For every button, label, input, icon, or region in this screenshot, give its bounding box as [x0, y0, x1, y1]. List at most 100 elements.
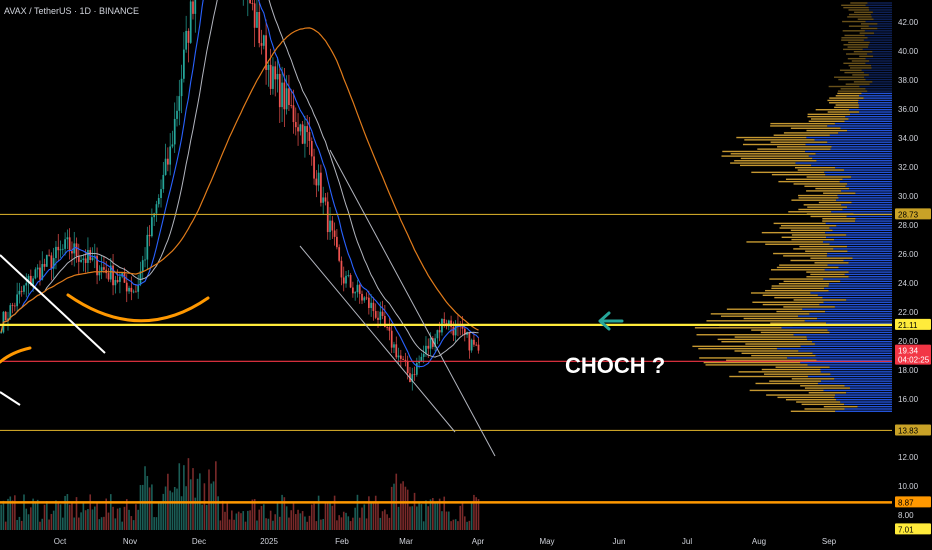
profile-up-volume — [765, 243, 830, 245]
candle-body — [393, 344, 395, 348]
profile-up-volume — [698, 347, 777, 350]
volume-bar — [82, 502, 85, 530]
time-tick-label: Aug — [752, 537, 766, 546]
candle-body — [399, 355, 402, 359]
profile-up-volume — [790, 127, 841, 129]
profile-down-volume — [851, 176, 892, 178]
volume-bar — [416, 506, 418, 530]
volume-bar — [336, 520, 338, 530]
volume-bar — [358, 517, 361, 530]
profile-down-volume — [819, 303, 892, 306]
profile-up-volume — [734, 350, 799, 352]
price-badge-value: 28.73 — [898, 210, 919, 219]
volume-bar — [297, 509, 299, 530]
volume-bar — [347, 516, 350, 530]
profile-up-volume — [808, 392, 847, 394]
profile-up-volume — [774, 296, 823, 299]
volume-bar — [299, 513, 302, 530]
profile-up-volume — [818, 201, 852, 204]
profile-down-volume — [839, 180, 892, 183]
profile-up-volume — [841, 4, 866, 6]
profile-up-volume — [843, 48, 863, 51]
profile-down-volume — [811, 164, 892, 167]
profile-up-volume — [793, 299, 847, 301]
volume-bar — [418, 502, 420, 530]
profile-up-volume — [751, 171, 825, 174]
candle-body — [169, 146, 172, 165]
profile-up-volume — [851, 60, 870, 62]
profile-down-volume — [829, 283, 892, 285]
volume-bar — [208, 469, 210, 530]
candle-body — [377, 317, 379, 320]
candle-body — [82, 258, 85, 261]
profile-down-volume — [869, 60, 892, 62]
profile-down-volume — [798, 315, 892, 317]
volume-bar — [89, 494, 92, 530]
profile-up-volume — [778, 180, 840, 183]
profile-down-volume — [827, 125, 892, 127]
volume-bar — [258, 509, 261, 530]
volume-bar — [176, 488, 178, 530]
profile-up-volume — [798, 208, 843, 211]
candle-body — [415, 363, 418, 375]
volume-bar — [240, 513, 242, 530]
profile-down-volume — [827, 329, 892, 331]
candle-body — [310, 140, 313, 157]
profile-down-volume — [800, 361, 892, 364]
candle-body — [52, 258, 55, 269]
profile-up-volume — [822, 220, 856, 222]
volume-bar — [320, 519, 322, 530]
profile-down-volume — [855, 220, 892, 222]
profile-down-volume — [809, 313, 892, 315]
volume-bar — [52, 510, 55, 530]
candle-body — [420, 356, 423, 362]
time-tick-label: Apr — [472, 537, 485, 546]
volume-bar — [219, 520, 222, 530]
volume-bar — [370, 503, 372, 530]
profile-down-volume — [816, 359, 892, 361]
candle-body — [336, 236, 338, 248]
volume-bar — [164, 486, 167, 530]
candle-body — [132, 291, 135, 293]
candle-body — [431, 338, 434, 347]
candle-body — [379, 311, 382, 320]
profile-down-volume — [865, 4, 892, 6]
volume-bar — [274, 514, 277, 530]
profile-down-volume — [859, 85, 892, 88]
candle-body — [148, 234, 151, 237]
candle-body — [340, 260, 343, 278]
volume-bar — [386, 514, 388, 530]
price-axis[interactable]: 42.00 40.00 38.00 36.00 34.00 32.00 30.00 28.00… — [892, 0, 932, 550]
candlesticks — [0, 0, 480, 391]
horizontal-levels — [0, 213, 892, 504]
profile-up-volume — [805, 250, 848, 252]
time-axis[interactable]: Oct Nov Dec 2025 Feb Mar Apr May Jun Jul Aug Sep — [0, 533, 892, 550]
volume-bar — [326, 502, 329, 530]
profile-down-volume — [838, 266, 892, 269]
profile-up-volume — [769, 380, 822, 382]
price-tick-label: 18.00 — [898, 366, 919, 375]
profile-down-volume — [823, 278, 892, 280]
profile-down-volume — [817, 382, 892, 385]
candle-body — [450, 320, 452, 327]
profile-up-volume — [722, 150, 806, 153]
profile-up-volume — [835, 95, 860, 97]
volume-bar — [365, 518, 368, 530]
candle-body — [137, 284, 140, 292]
candle-body — [32, 278, 34, 285]
profile-down-volume — [838, 132, 892, 134]
volume-bar — [36, 499, 39, 530]
profile-up-volume — [823, 192, 856, 194]
candle-body — [36, 267, 39, 270]
profile-down-volume — [836, 225, 892, 227]
volume-bar — [368, 496, 370, 530]
candle-body — [285, 88, 288, 110]
choch-annotation: CHOCH ? — [565, 353, 665, 378]
volume-bar — [62, 517, 64, 530]
candle-body — [258, 11, 261, 44]
profile-up-volume — [770, 322, 827, 324]
volume-bar — [331, 505, 334, 530]
profile-down-volume — [873, 55, 892, 58]
volume-bar — [100, 517, 103, 530]
